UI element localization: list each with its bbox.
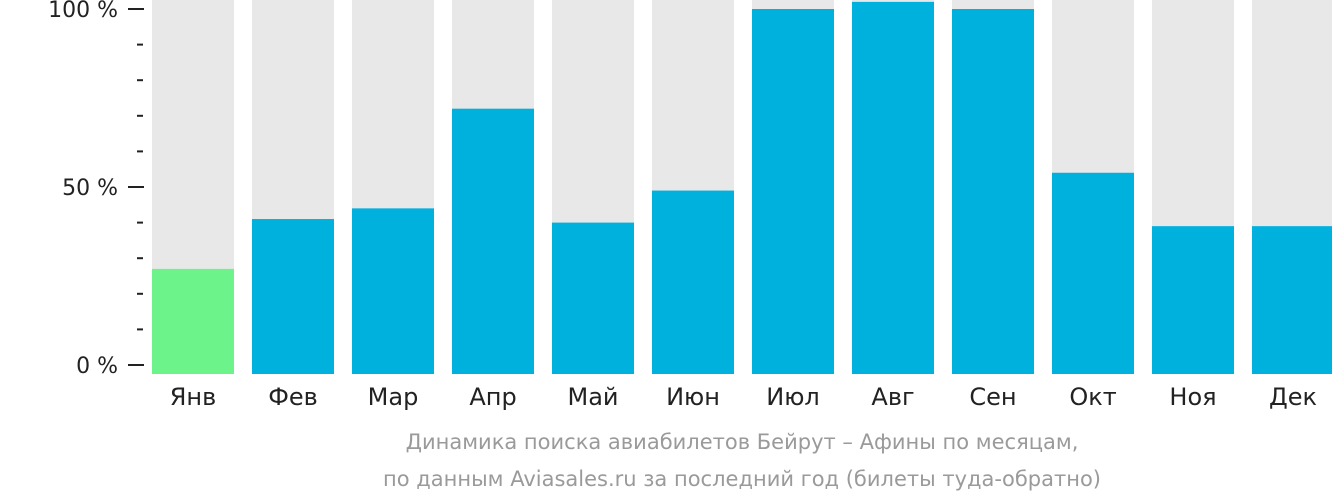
bar [552, 222, 634, 374]
bar [952, 9, 1034, 374]
x-tick-label: Янв [170, 383, 217, 411]
x-tick-label: Окт [1069, 383, 1116, 411]
bar [1152, 226, 1234, 374]
x-tick-label: Ноя [1169, 383, 1216, 411]
chart-caption-line-1: Динамика поиска авиабилетов Бейрут – Афи… [405, 430, 1079, 454]
bars [152, 0, 1332, 375]
x-tick-label: Июн [666, 383, 720, 411]
y-tick-label: 100 % [48, 0, 118, 23]
bar [252, 219, 334, 374]
x-tick-label: Дек [1269, 383, 1317, 411]
bar [1052, 172, 1134, 374]
bar [652, 190, 734, 374]
bar-chart: 0 % 50 % 100 % Янв Фев Мар Апр Май Июн Июл Авг Сен… [48, 0, 1332, 411]
bar [452, 108, 534, 375]
bar [852, 1, 934, 374]
chart-caption-line-2: по данным Aviasales.ru за последний год … [383, 467, 1101, 491]
x-tick-label: Сен [969, 383, 1016, 411]
bar [352, 208, 434, 374]
bar [152, 268, 234, 374]
y-axis: 0 % 50 % 100 % [48, 0, 144, 379]
x-tick-label: Мар [368, 383, 419, 411]
x-tick-label: Авг [871, 383, 914, 411]
x-tick-label: Фев [268, 383, 318, 411]
x-tick-label: Май [567, 383, 618, 411]
y-tick-label: 50 % [62, 176, 118, 201]
bar [752, 9, 834, 374]
x-tick-label: Июл [766, 383, 820, 411]
y-tick-label: 0 % [76, 354, 118, 379]
x-tick-label: Апр [469, 383, 516, 411]
x-axis-labels: Янв Фев Мар Апр Май Июн Июл Авг Сен Окт Ноя Дек [170, 383, 1317, 411]
bar [1252, 226, 1332, 374]
